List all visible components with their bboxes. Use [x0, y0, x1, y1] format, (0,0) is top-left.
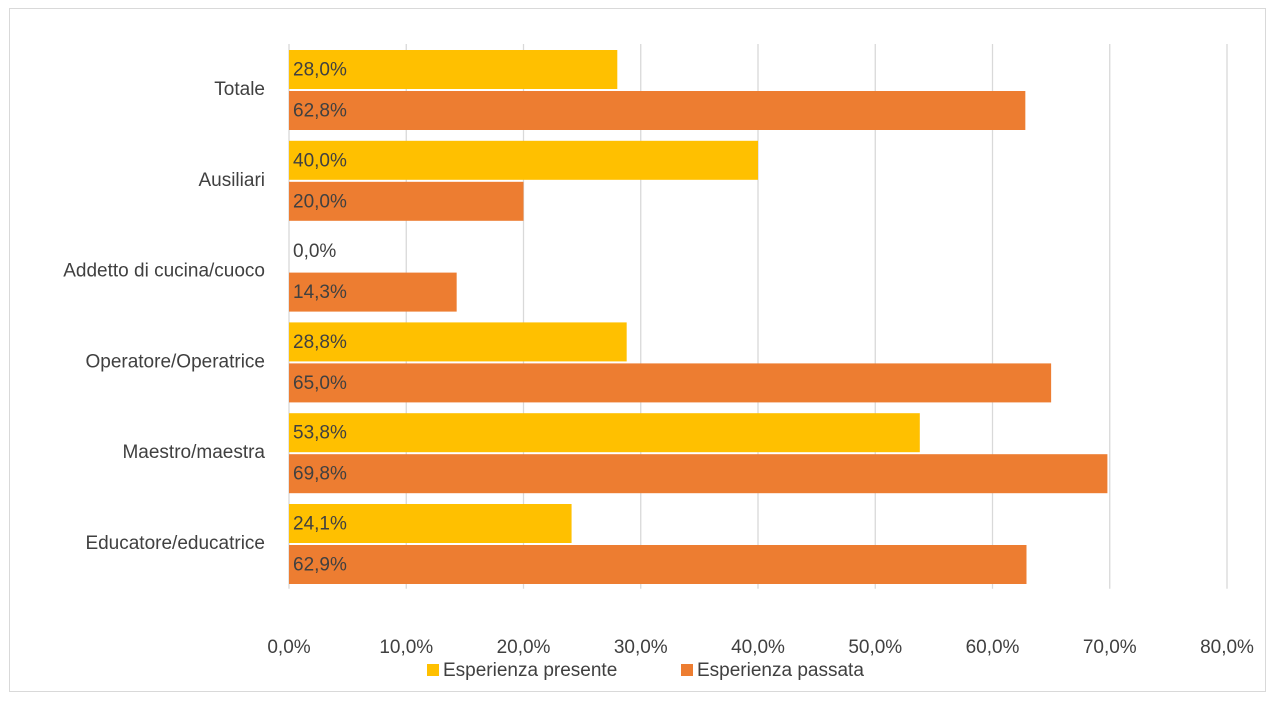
bar-present	[289, 504, 572, 543]
data-label: 62,8%	[293, 101, 347, 122]
category-label: Ausiliari	[198, 170, 265, 191]
bar-present	[289, 322, 627, 362]
x-tick-label: 0,0%	[267, 637, 310, 658]
data-label: 69,8%	[293, 464, 347, 485]
bar-past	[289, 181, 524, 221]
value-axis: 0,0% 10,0% 20,0% 30,0% 40,0% 50,0% 60,0% 70,0% 8…	[267, 637, 1254, 658]
x-tick-label: 50,0%	[848, 637, 902, 658]
x-tick-label: 10,0%	[379, 637, 433, 658]
category-label: Addetto di cucina/cuoco	[63, 261, 265, 282]
x-tick-label: 60,0%	[966, 637, 1020, 658]
gridlines	[288, 44, 1228, 589]
bar-present	[289, 413, 920, 453]
data-label: 24,1%	[293, 514, 347, 535]
category-label: Maestro/maestra	[122, 442, 265, 463]
x-tick-label: 80,0%	[1200, 637, 1254, 658]
data-label: 14,3%	[293, 282, 347, 303]
legend-label: Esperienza presente	[443, 660, 617, 681]
data-label: 28,8%	[293, 332, 347, 353]
category-label: Totale	[214, 79, 265, 100]
bar-past	[289, 272, 457, 312]
data-labels: 28,0% 62,8% 40,0% 20,0% 0,0% 14,3% 28,8% 65,0% 5…	[293, 60, 347, 576]
bar-past	[289, 363, 1052, 403]
x-tick-label: 40,0%	[731, 637, 785, 658]
legend-swatch	[427, 664, 439, 676]
bar-past	[289, 91, 1026, 130]
bar-present	[289, 50, 618, 89]
category-label: Educatore/educatrice	[85, 533, 265, 554]
x-tick-label: 30,0%	[614, 637, 668, 658]
data-label: 20,0%	[293, 191, 347, 212]
bar-present	[289, 140, 758, 180]
x-tick-label: 70,0%	[1083, 637, 1137, 658]
data-label: 65,0%	[293, 373, 347, 394]
data-label: 28,0%	[293, 60, 347, 81]
data-label: 0,0%	[293, 241, 336, 262]
bar-past	[289, 545, 1027, 584]
x-tick-label: 20,0%	[497, 637, 551, 658]
data-label: 62,9%	[293, 555, 347, 576]
category-label: Operatore/Operatrice	[85, 351, 265, 372]
data-label: 40,0%	[293, 150, 347, 171]
legend-swatch	[681, 664, 693, 676]
category-axis: Totale Ausiliari Addetto di cucina/cuoco Op…	[63, 79, 265, 554]
bars	[289, 50, 1108, 584]
legend-label: Esperienza passata	[697, 660, 864, 681]
bar-past	[289, 454, 1108, 494]
legend: Esperienza presente Esperienza passata	[427, 660, 864, 681]
data-label: 53,8%	[293, 423, 347, 444]
